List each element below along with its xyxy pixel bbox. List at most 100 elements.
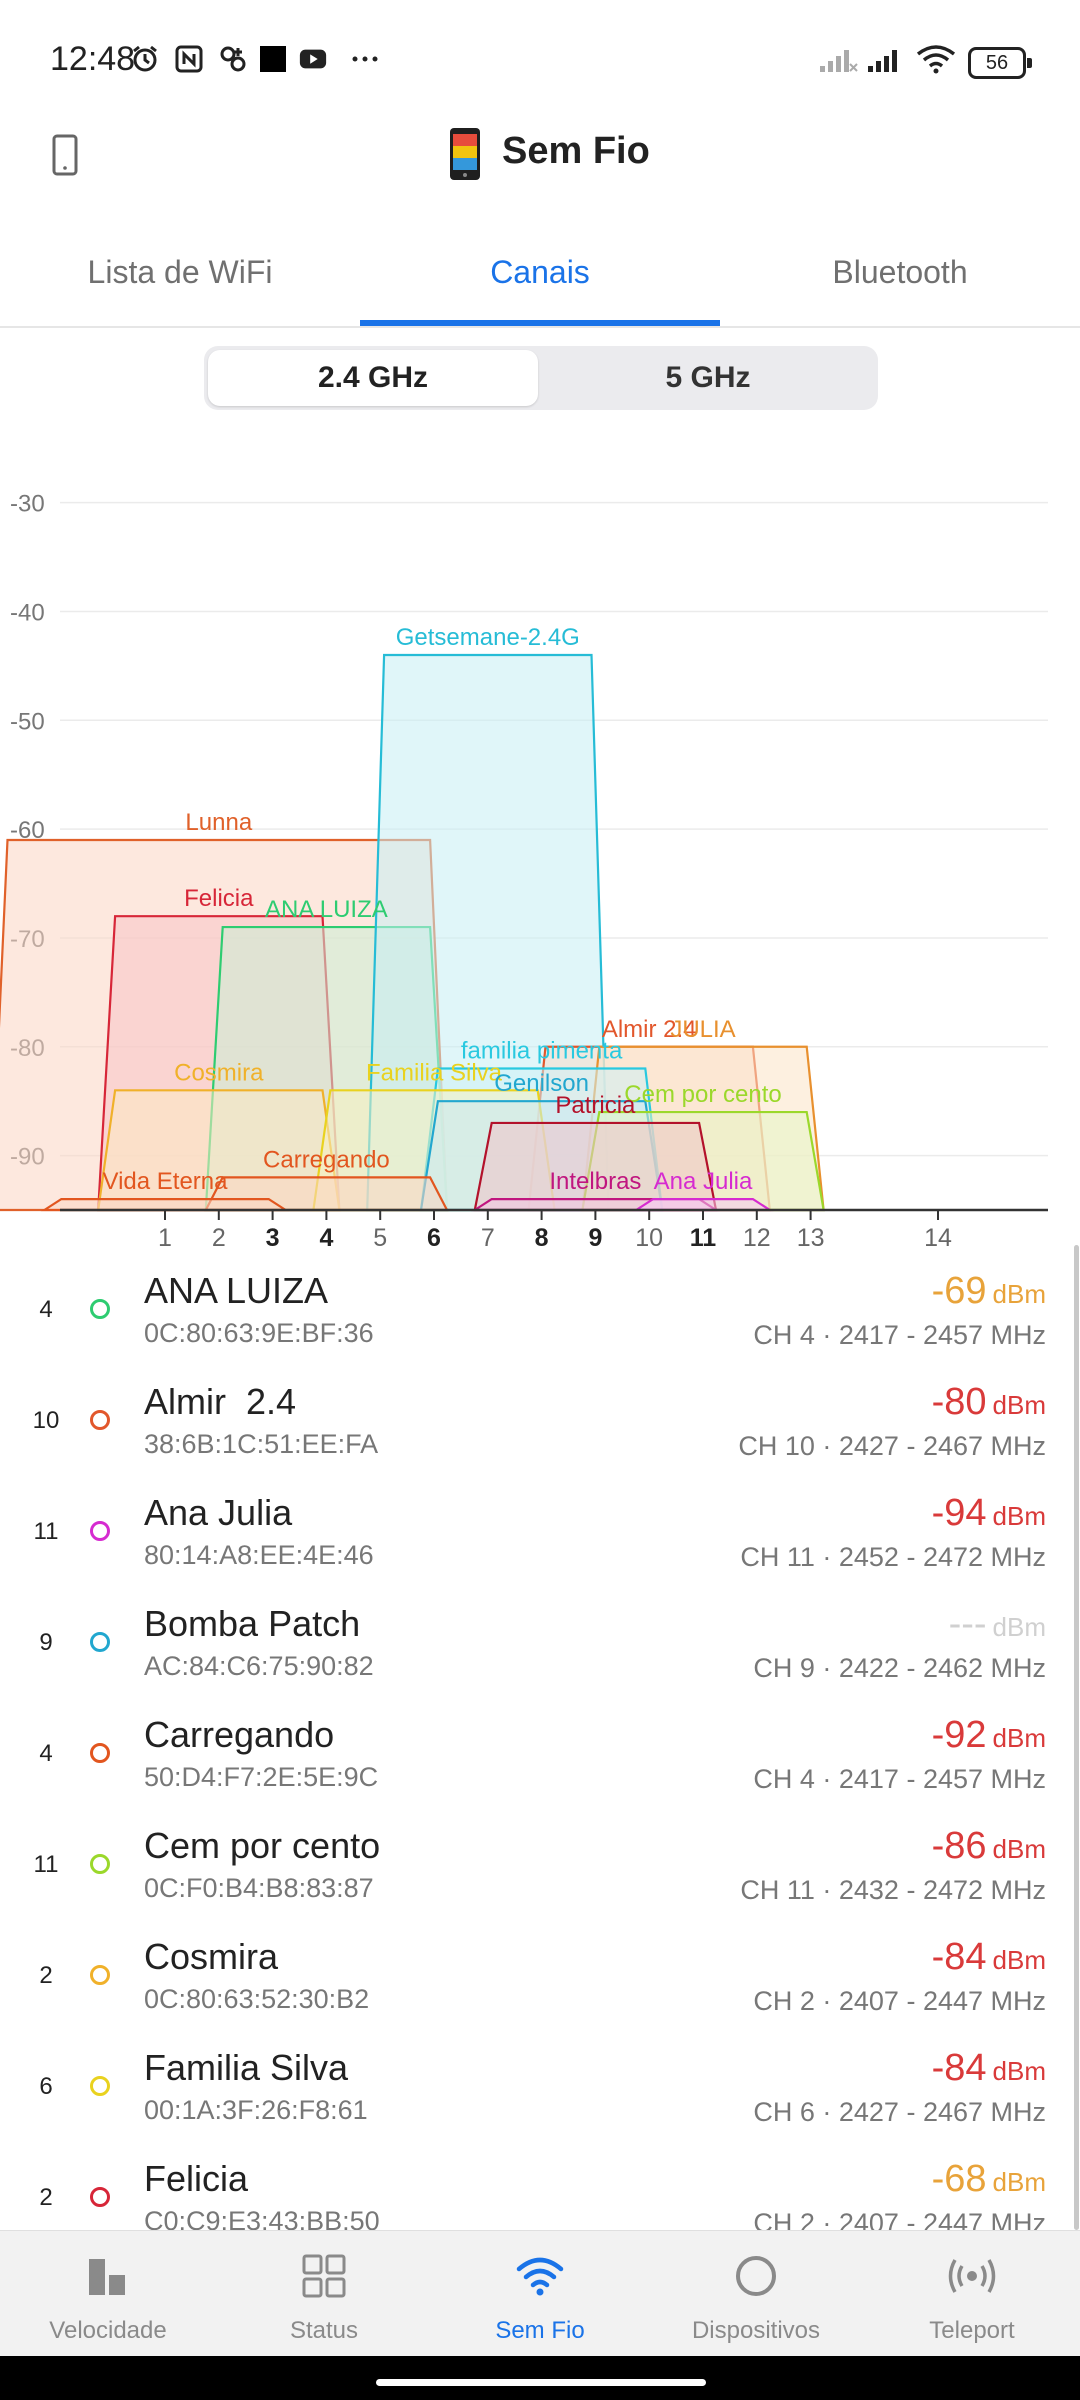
- network-ssid: Bomba Patch: [144, 1603, 361, 1644]
- network-dot-icon: [90, 1410, 110, 1430]
- series-label: Vida Eterna: [103, 1168, 229, 1195]
- signal-value: ---: [948, 1603, 987, 1645]
- signal-1-icon: [818, 44, 858, 74]
- network-ssid: Cem por cento: [144, 1825, 381, 1866]
- x-tick-label: 2: [212, 1224, 226, 1252]
- tab-lista-de-wifi[interactable]: Lista de WiFi: [87, 254, 273, 290]
- series-label: Felicia: [184, 885, 254, 912]
- series-label: JULIA: [670, 1016, 735, 1043]
- network-channel-info: CH 11 · 2452 - 2472 MHz: [740, 1542, 1046, 1572]
- youtube-icon: [298, 44, 328, 74]
- network-dot-icon: [90, 1632, 110, 1652]
- list-item[interactable]: 11 Ana Julia 80:14:A8:EE:4E:46 -94 dBm CH…: [0, 1484, 1080, 1595]
- signal-value: -86: [931, 1825, 987, 1867]
- list-item[interactable]: 11 Cem por cento 0C:F0:B4:B8:83:87 -86 dB…: [0, 1817, 1080, 1928]
- network-ssid: Ana Julia: [144, 1492, 293, 1533]
- nav-label: Dispositivos: [691, 2317, 821, 2344]
- tab-bluetooth[interactable]: Bluetooth: [832, 254, 968, 290]
- list-item[interactable]: 6 Familia Silva 00:1A:3F:26:F8:61 -84 dBm…: [0, 2039, 1080, 2150]
- signal-unit: dBm: [992, 1945, 1046, 1975]
- series-label: familia pimenta: [461, 1038, 623, 1065]
- list-item[interactable]: 9 Bomba Patch AC:84:C6:75:90:82 --- dBm C…: [0, 1595, 1080, 1706]
- x-tick-label: 5: [373, 1224, 387, 1252]
- app-logo-icon: [448, 126, 482, 182]
- network-dot-icon: [90, 2187, 110, 2207]
- signal-value: -84: [931, 2047, 987, 2089]
- wifi-icon: [916, 44, 956, 74]
- phone-icon: [52, 134, 78, 176]
- network-signal: --- dBm: [949, 1603, 1046, 1646]
- device-button[interactable]: [44, 130, 84, 180]
- network-signal: -68 dBm: [932, 2158, 1046, 2201]
- signal-unit: dBm: [992, 1279, 1046, 1309]
- network-signal: -69 dBm: [932, 1270, 1046, 1313]
- signal-unit: dBm: [992, 1390, 1046, 1420]
- series-label: Lunna: [185, 809, 252, 836]
- network-signal: -86 dBm: [932, 1825, 1046, 1868]
- nav-teleport[interactable]: Teleport: [864, 2231, 1080, 2357]
- series-label: Ana Julia: [654, 1168, 753, 1195]
- list-item[interactable]: 2 Felicia C0:C9:E3:43:BB:50 -68 dBm CH 2 …: [0, 2150, 1080, 2230]
- bottom-nav: Velocidade Status Sem Fio Dispositivos T…: [0, 2230, 1080, 2357]
- tab-divider: [0, 326, 1080, 328]
- tab-canais[interactable]: Canais: [490, 254, 590, 290]
- nav-label: Sem Fio: [495, 2317, 585, 2344]
- series-label: ANA LUIZA: [265, 896, 388, 923]
- grid-icon: [302, 2254, 346, 2298]
- y-tick-label: -40: [10, 599, 45, 626]
- series-label: Intelbras: [549, 1168, 641, 1195]
- series-label: Genilson: [494, 1070, 589, 1097]
- gesture-area: [0, 2356, 1080, 2400]
- x-tick-label: 12: [743, 1224, 771, 1252]
- series-label: Getsemane-2.4G: [396, 624, 580, 651]
- channel-chart-svg: -30-40-50-60-70-80-90LunnaFeliciaANA LUI…: [0, 491, 1048, 1252]
- signal-value: -94: [931, 1492, 987, 1534]
- network-channel-info: CH 9 · 2422 - 2462 MHz: [753, 1653, 1046, 1683]
- nav-status[interactable]: Status: [216, 2231, 432, 2357]
- network-channel-info: CH 4 · 2417 - 2457 MHz: [753, 1764, 1046, 1794]
- gesture-handle[interactable]: [376, 2379, 706, 2386]
- network-ssid: Carregando: [144, 1714, 335, 1755]
- band-option-2-4ghz[interactable]: 2.4 GHz: [208, 350, 538, 406]
- network-channel-info: CH 11 · 2432 - 2472 MHz: [740, 1875, 1046, 1905]
- signal-unit: dBm: [992, 1501, 1046, 1531]
- series-label: Patricia: [555, 1092, 636, 1119]
- series-label: Carregando: [263, 1146, 390, 1173]
- network-mac: 80:14:A8:EE:4E:46: [144, 1540, 374, 1570]
- signal-2-icon: [866, 44, 906, 74]
- nav-dispositivos[interactable]: Dispositivos: [648, 2231, 864, 2357]
- more-icon: [350, 44, 380, 74]
- band-toggle: 2.4 GHz 5 GHz: [204, 346, 878, 410]
- wifi-icon: [516, 2257, 564, 2296]
- network-mac: C0:C9:E3:43:BB:50: [144, 2206, 380, 2230]
- list-item[interactable]: 4 Carregando 50:D4:F7:2E:5E:9C -92 dBm CH…: [0, 1706, 1080, 1817]
- nav-sem-fio[interactable]: Sem Fio: [432, 2231, 648, 2357]
- channel-number: 2: [39, 2184, 53, 2211]
- list-scrollbar[interactable]: [1074, 1245, 1079, 2230]
- signal-value: -92: [931, 1714, 987, 1756]
- network-mac: 0C:80:63:52:30:B2: [144, 1984, 370, 2014]
- x-tick-label: 3: [266, 1224, 280, 1252]
- network-mac: 00:1A:3F:26:F8:61: [144, 2095, 368, 2125]
- network-mac: 0C:80:63:9E:BF:36: [144, 1318, 374, 1348]
- nav-velocidade[interactable]: Velocidade: [0, 2231, 216, 2357]
- x-tick-label: 13: [797, 1224, 825, 1252]
- series-area: [40, 1198, 290, 1212]
- speed-bars-icon: [89, 2259, 125, 2295]
- network-mac: AC:84:C6:75:90:82: [144, 1651, 374, 1681]
- network-dot-icon: [90, 1521, 110, 1541]
- circle-icon: [736, 2256, 776, 2296]
- network-channel-info: CH 4 · 2417 - 2457 MHz: [753, 1320, 1046, 1350]
- signal-unit: dBm: [992, 2056, 1046, 2086]
- list-item[interactable]: 10 Almir 2.4 38:6B:1C:51:EE:FA -80 dBm CH…: [0, 1373, 1080, 1484]
- x-tick-label: 7: [481, 1224, 495, 1252]
- x-tick-label: 10: [635, 1224, 663, 1252]
- nav-label: Status: [289, 2317, 359, 2344]
- network-ssid: Cosmira: [144, 1936, 279, 1977]
- list-item[interactable]: 4 ANA LUIZA 0C:80:63:9E:BF:36 -69 dBm CH …: [0, 1262, 1080, 1373]
- network-dot-icon: [90, 1965, 110, 1985]
- channel-number: 11: [33, 1518, 59, 1545]
- band-option-5ghz[interactable]: 5 GHz: [665, 361, 751, 394]
- nav-label: Teleport: [929, 2317, 1015, 2344]
- list-item[interactable]: 2 Cosmira 0C:80:63:52:30:B2 -84 dBm CH 2 …: [0, 1928, 1080, 2039]
